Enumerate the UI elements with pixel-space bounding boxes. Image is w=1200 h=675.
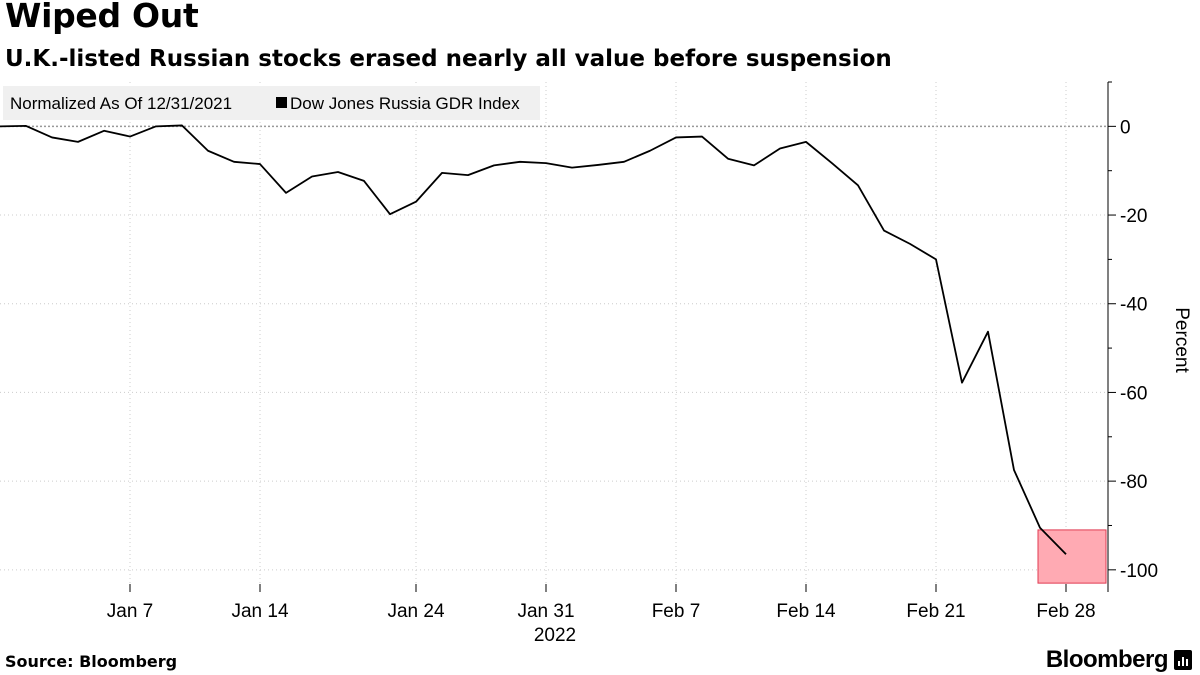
highlight-box: [1037, 529, 1107, 584]
chart-title: Wiped Out: [5, 0, 199, 35]
gridlines: [0, 82, 1108, 592]
legend-swatch: [276, 97, 287, 108]
legend-entry: Dow Jones Russia GDR Index: [290, 94, 520, 113]
y-tick-label: -40: [1120, 295, 1147, 316]
x-tick-label: Jan 31: [517, 601, 574, 622]
y-tick-label: -20: [1120, 206, 1147, 227]
x-tick-label: Feb 14: [776, 601, 836, 622]
x-axis-year-label: 2022: [534, 625, 576, 646]
legend-note: Normalized As Of 12/31/2021: [10, 94, 232, 113]
bar-chart-icon: [1174, 650, 1192, 670]
y-tick-label: -100: [1120, 561, 1158, 582]
y-tick-label: 0: [1120, 117, 1131, 138]
series-layer: [0, 124, 1067, 555]
series-line-dow-jones-russia-gdr-index: [0, 124, 1067, 555]
highlight-layer: [1037, 529, 1107, 584]
x-tick-label: Jan 7: [107, 601, 153, 622]
bloomberg-logo: Bloomberg: [1045, 646, 1169, 673]
x-tick-label: Feb 7: [652, 601, 701, 622]
x-tick-label: Jan 24: [387, 601, 444, 622]
x-tick-label: Feb 28: [1036, 601, 1095, 622]
source-note: Source: Bloomberg: [5, 652, 178, 671]
y-axis-title: Percent: [1171, 307, 1192, 373]
legend-background: [3, 86, 540, 120]
y-tick-label: -60: [1120, 383, 1147, 404]
x-tick-label: Feb 21: [906, 601, 965, 622]
y-tick-label: -80: [1120, 472, 1147, 493]
chart-subtitle: U.K.-listed Russian stocks erased nearly…: [5, 46, 892, 72]
x-tick-label: Jan 14: [231, 601, 288, 622]
legend: Normalized As Of 12/31/2021 Dow Jones Ru…: [3, 86, 540, 120]
axes: 0 -20 -40 -60 -80 -100 Jan 7 Jan 14 Jan 24 Jan 31…: [107, 81, 1158, 622]
